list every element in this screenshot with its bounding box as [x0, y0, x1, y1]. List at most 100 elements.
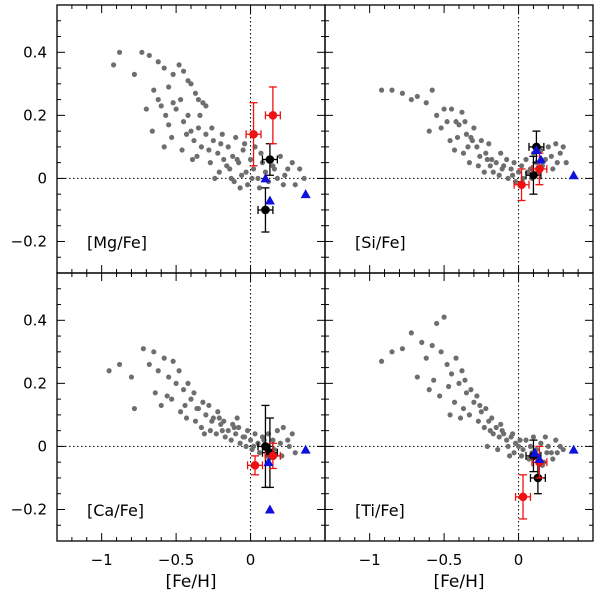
- field-star-point: [468, 387, 474, 393]
- field-star-point: [131, 405, 138, 412]
- field-star-point: [285, 437, 291, 443]
- y-tick-label: 0: [37, 437, 47, 455]
- field-star-point: [280, 182, 286, 188]
- field-star-point: [262, 169, 269, 175]
- field-star-point: [560, 446, 566, 453]
- field-star-point: [554, 450, 560, 456]
- y-tick-label: −0.2: [11, 500, 47, 518]
- field-star-point: [426, 387, 432, 393]
- panel-label: [Si/Fe]: [355, 233, 406, 252]
- field-star-point: [215, 150, 221, 156]
- field-star-point: [550, 456, 556, 462]
- field-star-point: [215, 409, 221, 415]
- field-star-point: [116, 49, 123, 55]
- field-star-point: [459, 109, 465, 115]
- field-star-point: [444, 361, 450, 368]
- field-star-point: [451, 147, 458, 153]
- red-star-point: [268, 111, 278, 120]
- field-star-point: [484, 156, 490, 163]
- field-star-point: [483, 405, 489, 412]
- field-star-point: [465, 144, 471, 150]
- field-star-point: [553, 437, 559, 443]
- field-star-point: [191, 137, 197, 144]
- field-star-point: [194, 405, 200, 412]
- blue-triangle-point: [534, 454, 545, 464]
- field-star-point: [225, 144, 231, 150]
- field-star-point: [527, 443, 534, 450]
- field-star-point: [434, 320, 440, 327]
- field-star-point: [282, 172, 288, 178]
- field-star-point: [378, 358, 385, 364]
- field-star-point: [414, 93, 420, 100]
- field-star-point: [249, 175, 255, 182]
- field-star-point: [233, 431, 239, 437]
- field-star-point: [176, 368, 182, 374]
- field-star-point: [520, 446, 526, 453]
- field-star-point: [285, 166, 291, 172]
- field-star-point: [553, 141, 559, 147]
- field-star-point: [538, 440, 544, 446]
- field-star-point: [286, 443, 292, 450]
- field-star-point: [297, 166, 303, 172]
- field-star-point: [128, 374, 135, 380]
- field-star-point: [434, 112, 440, 118]
- field-star-point: [474, 144, 480, 150]
- field-star-point: [301, 175, 307, 182]
- field-star-point: [444, 119, 450, 125]
- field-star-point: [166, 374, 172, 380]
- field-star-point: [155, 368, 161, 374]
- field-star-point: [478, 409, 484, 415]
- x-axis-label: [Fe/H]: [433, 572, 484, 592]
- red-star-point: [517, 180, 526, 190]
- panel-ca-fe: −0.2 0 0.2 0.4 −1 −0.5 0 [Ca/Fe]: [11, 272, 326, 569]
- field-star-point: [170, 100, 176, 106]
- field-star-point: [548, 450, 554, 456]
- field-star-point: [544, 450, 550, 456]
- field-star-point: [274, 175, 280, 182]
- y-tick-label: 0: [37, 169, 47, 187]
- field-star-point: [469, 137, 475, 144]
- field-star-point: [180, 387, 187, 393]
- field-star-point: [466, 160, 473, 166]
- field-star-point: [274, 428, 280, 434]
- field-star-point: [523, 156, 529, 163]
- field-star-point: [244, 182, 251, 188]
- field-star-point: [437, 393, 443, 399]
- field-star-point: [203, 103, 209, 109]
- field-star-point: [180, 68, 187, 74]
- field-star-point: [164, 393, 170, 399]
- field-star-point: [189, 156, 196, 163]
- field-star-point: [228, 437, 234, 443]
- field-star-point: [250, 166, 257, 172]
- x-tick-label: −0.5: [426, 551, 462, 569]
- field-star-point: [234, 156, 240, 163]
- field-star-point: [277, 440, 283, 446]
- field-star-point: [498, 150, 504, 156]
- field-star-point: [518, 163, 525, 169]
- field-star-point: [198, 424, 205, 431]
- field-star-point: [146, 52, 152, 59]
- field-star-point: [177, 409, 184, 415]
- field-star-point: [462, 119, 468, 125]
- field-star-point: [225, 428, 231, 434]
- y-tick-label: 0.2: [23, 374, 47, 392]
- field-star-point: [180, 119, 187, 125]
- blue-triangle-point: [263, 457, 274, 467]
- field-star-point: [219, 131, 225, 137]
- field-star-point: [152, 390, 158, 396]
- field-star-point: [456, 122, 462, 128]
- field-star-point: [542, 434, 548, 440]
- field-star-point: [451, 399, 458, 405]
- blue-triangle-point: [264, 504, 275, 514]
- field-star-point: [194, 153, 200, 159]
- field-star-point: [515, 443, 522, 450]
- field-star-point: [203, 131, 209, 137]
- field-star-point: [207, 428, 213, 434]
- field-star-point: [270, 437, 276, 443]
- field-star-point: [250, 443, 257, 450]
- field-star-point: [554, 160, 560, 166]
- field-star-point: [292, 450, 298, 456]
- field-star-point: [231, 424, 237, 431]
- field-star-point: [504, 437, 510, 443]
- field-star-point: [456, 380, 462, 386]
